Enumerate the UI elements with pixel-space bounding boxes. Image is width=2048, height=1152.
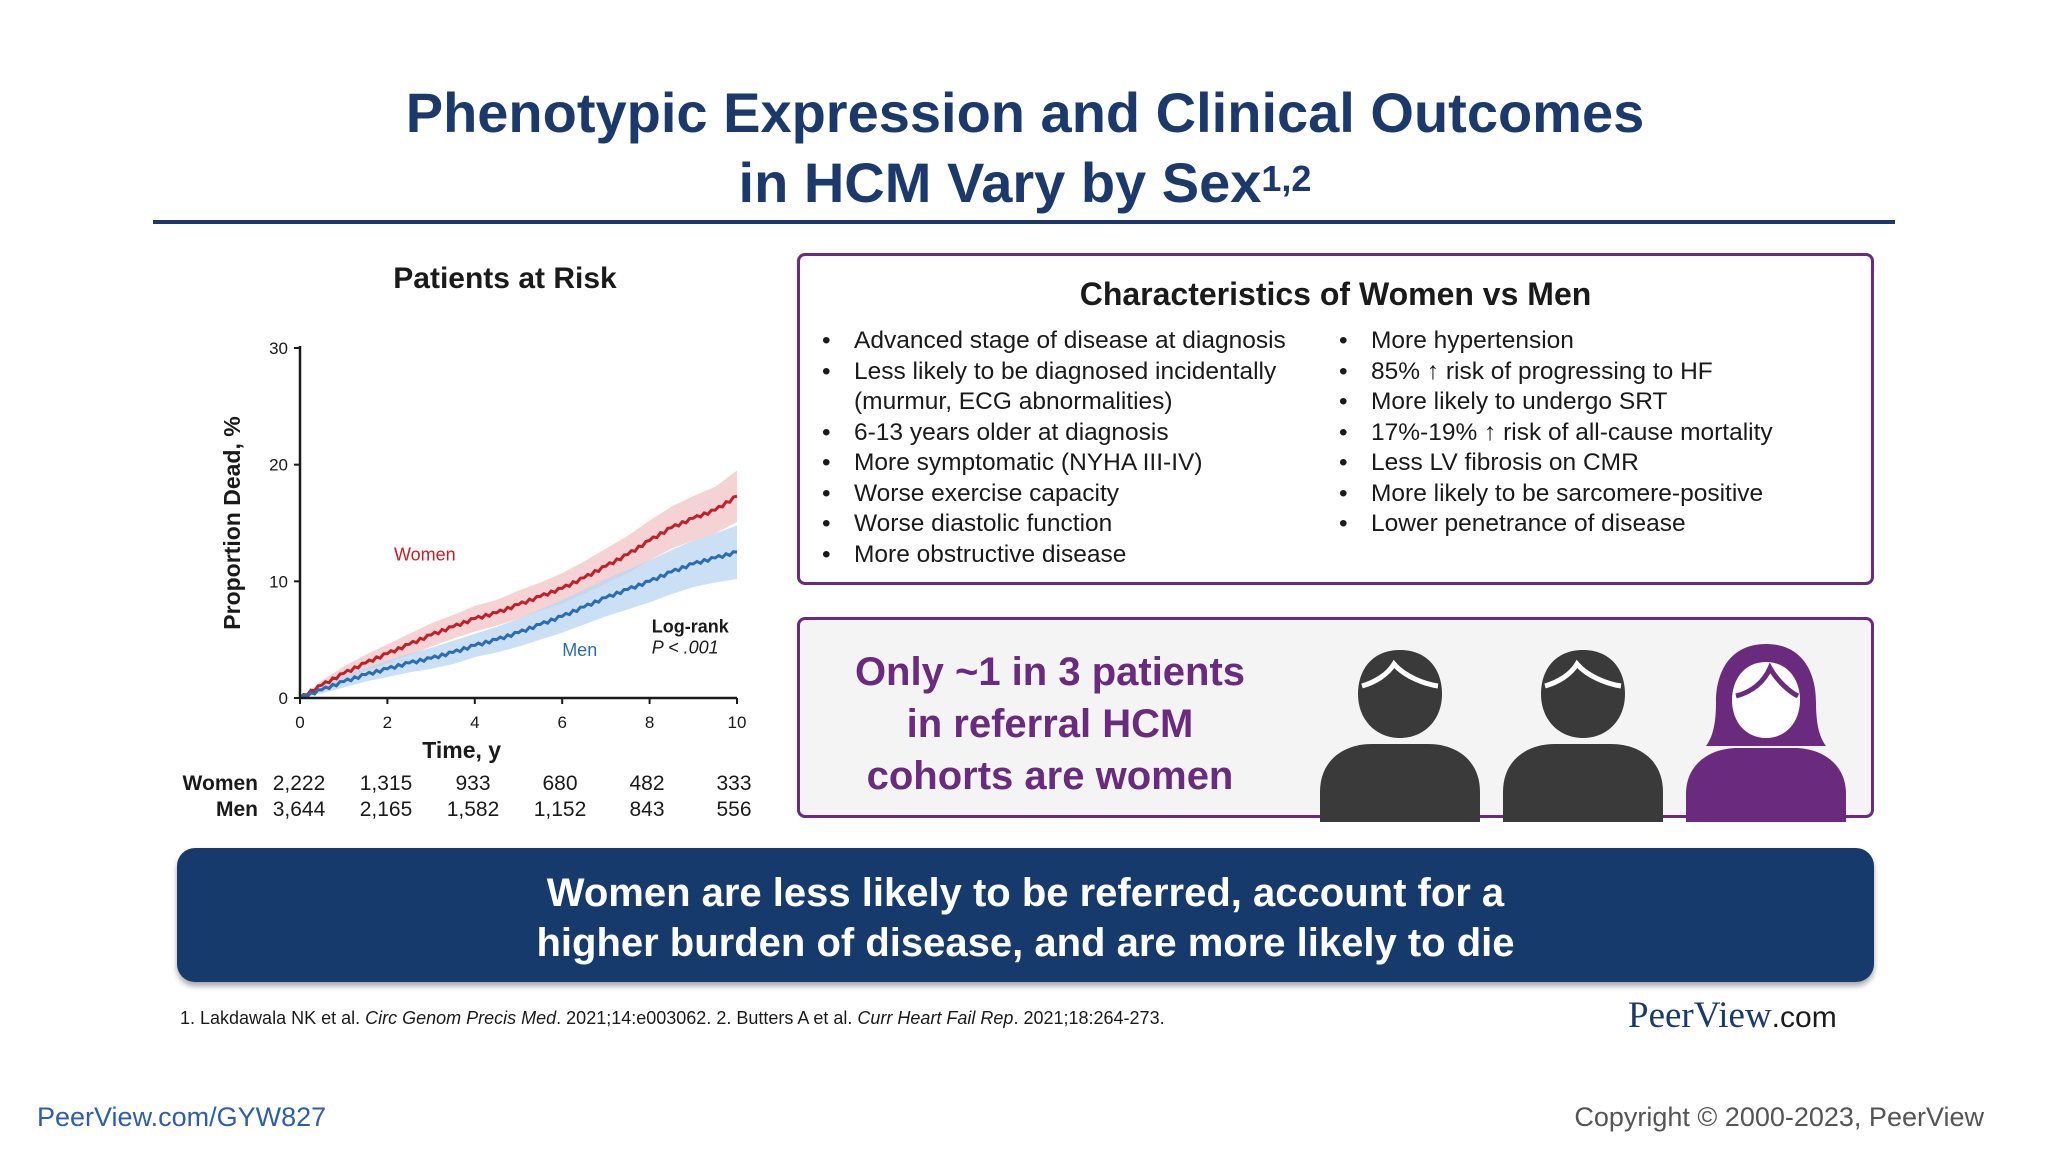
callout-line-2: in referral HCM — [906, 702, 1194, 746]
characteristics-right-list: More hypertension85% ↑ risk of progressi… — [1337, 326, 1857, 540]
y-tick-label: 20 — [269, 456, 288, 475]
characteristic-item: Less likely to be diagnosed incidentally — [820, 357, 1340, 388]
risk-cell: 843 — [629, 798, 665, 821]
annotation-logrank: Log-rank — [652, 617, 730, 637]
x-tick-label: 10 — [728, 713, 747, 732]
characteristic-item: Lower penetrance of disease — [1337, 509, 1857, 540]
risk-cell: 482 — [629, 772, 665, 795]
footer-copyright: Copyright © 2000-2023, PeerView — [1574, 1102, 1984, 1132]
risk-cell: 333 — [716, 772, 752, 795]
characteristic-item: More obstructive disease — [820, 540, 1340, 571]
characteristic-item: More symptomatic (NYHA III-IV) — [820, 448, 1340, 479]
y-tick-label: 30 — [269, 339, 288, 358]
risk-cell: 3,644 — [272, 798, 326, 821]
characteristic-item: More likely to undergo SRT — [1337, 387, 1857, 418]
characteristic-item: Worse exercise capacity — [820, 479, 1340, 510]
annotation-men: Men — [562, 640, 597, 660]
characteristic-item: More likely to be sarcomere-positive — [1337, 479, 1857, 510]
x-tick-label: 2 — [383, 713, 392, 732]
x-tick-label: 6 — [557, 713, 566, 732]
risk-row-label: Women — [182, 772, 258, 795]
risk-cell: 556 — [716, 798, 752, 821]
risk-cell: 680 — [542, 772, 578, 795]
characteristic-item: Advanced stage of disease at diagnosis — [820, 326, 1340, 357]
logo-main: PeerView — [1628, 995, 1772, 1036]
callout-box: Only ~1 in 3 patients in referral HCM co… — [797, 617, 1874, 822]
annotation-pvalue: P < .001 — [652, 638, 719, 658]
characteristic-item: 6-13 years older at diagnosis — [820, 418, 1340, 449]
ci-band-women — [300, 470, 737, 698]
x-tick-label: 8 — [645, 713, 654, 732]
characteristic-item: (murmur, ECG abnormalities) — [854, 388, 1173, 415]
title-superscript: 1,2 — [1261, 158, 1312, 199]
ci-band-men — [300, 525, 737, 698]
banner-line-2: higher burden of disease, and are more l… — [536, 921, 1515, 965]
x-axis-label: Time, y — [422, 737, 501, 763]
kaplan-meier-chart: 0 10 20 30 0 2 4 6 8 10 Time, y Proportion Dead, % W… — [219, 339, 747, 763]
slide-title: Phenotypic Expression and Clinical Outco… — [150, 78, 1900, 218]
peerview-logo: PeerView.com — [1628, 994, 1837, 1037]
risk-cell: 1,152 — [533, 798, 587, 821]
man-icon — [1320, 650, 1480, 822]
ref-2-details: . 2021;18:264-273. — [1013, 1008, 1165, 1028]
title-divider — [153, 220, 1895, 224]
series-line-women — [298, 494, 738, 700]
footer-link[interactable]: PeerView.com/GYW827 — [37, 1102, 327, 1132]
callout-line-3: cohorts are women — [866, 754, 1234, 798]
title-line-2-text: in HCM Vary by Sex — [738, 151, 1262, 214]
banner-text: Women are less likely to be referred, ac… — [177, 868, 1874, 968]
characteristic-item: 17%-19% ↑ risk of all-cause mortality — [1337, 418, 1857, 449]
y-tick-label: 0 — [279, 689, 288, 708]
risk-cell: 933 — [455, 772, 491, 795]
risk-cell: 2,222 — [272, 772, 326, 795]
characteristic-item: More hypertension — [1337, 326, 1857, 357]
risk-cell: 1,582 — [446, 798, 500, 821]
ref-1-journal: Circ Genom Precis Med — [365, 1008, 557, 1028]
y-axis-label: Proportion Dead, % — [219, 416, 245, 629]
risk-cell: 2,165 — [359, 798, 413, 821]
y-tick-label: 10 — [269, 572, 288, 591]
man-icon — [1503, 650, 1663, 822]
characteristics-title: Characteristics of Women vs Men — [1079, 276, 1592, 312]
key-message-banner: Women are less likely to be referred, ac… — [177, 848, 1874, 982]
ref-1-authors: 1. Lakdawala NK et al. — [180, 1008, 366, 1028]
characteristic-item: Worse diastolic function — [820, 509, 1340, 540]
series-line-men — [299, 550, 738, 700]
chart-title: Patients at Risk — [393, 262, 617, 295]
characteristic-item: Less LV fibrosis on CMR — [1337, 448, 1857, 479]
callout-text: Only ~1 in 3 patients in referral HCM co… — [820, 646, 1280, 802]
ref-1-details: . 2021;14:e003062. 2. Butters A et al. — [556, 1008, 858, 1028]
x-tick-label: 0 — [295, 713, 304, 732]
annotation-women: Women — [394, 544, 456, 564]
characteristics-box: Characteristics of Women vs Men Advanced… — [797, 253, 1874, 585]
risk-cell: 1,315 — [359, 772, 413, 795]
references: 1. Lakdawala NK et al. Circ Genom Precis… — [180, 1008, 1165, 1029]
ref-2-journal: Curr Heart Fail Rep — [857, 1008, 1014, 1028]
title-line-1: Phenotypic Expression and Clinical Outco… — [405, 81, 1645, 144]
callout-line-1: Only ~1 in 3 patients — [854, 650, 1246, 694]
woman-icon — [1686, 644, 1846, 822]
characteristics-left-list: Advanced stage of disease at diagnosisLe… — [820, 326, 1340, 570]
characteristic-item: 85% ↑ risk of progressing to HF — [1337, 357, 1857, 388]
banner-line-1: Women are less likely to be referred, ac… — [546, 871, 1505, 915]
x-tick-label: 4 — [470, 713, 479, 732]
title-line-2: in HCM Vary by Sex1,2 — [150, 148, 1900, 218]
risk-row-label: Men — [216, 798, 258, 821]
logo-suffix: .com — [1771, 1001, 1837, 1034]
